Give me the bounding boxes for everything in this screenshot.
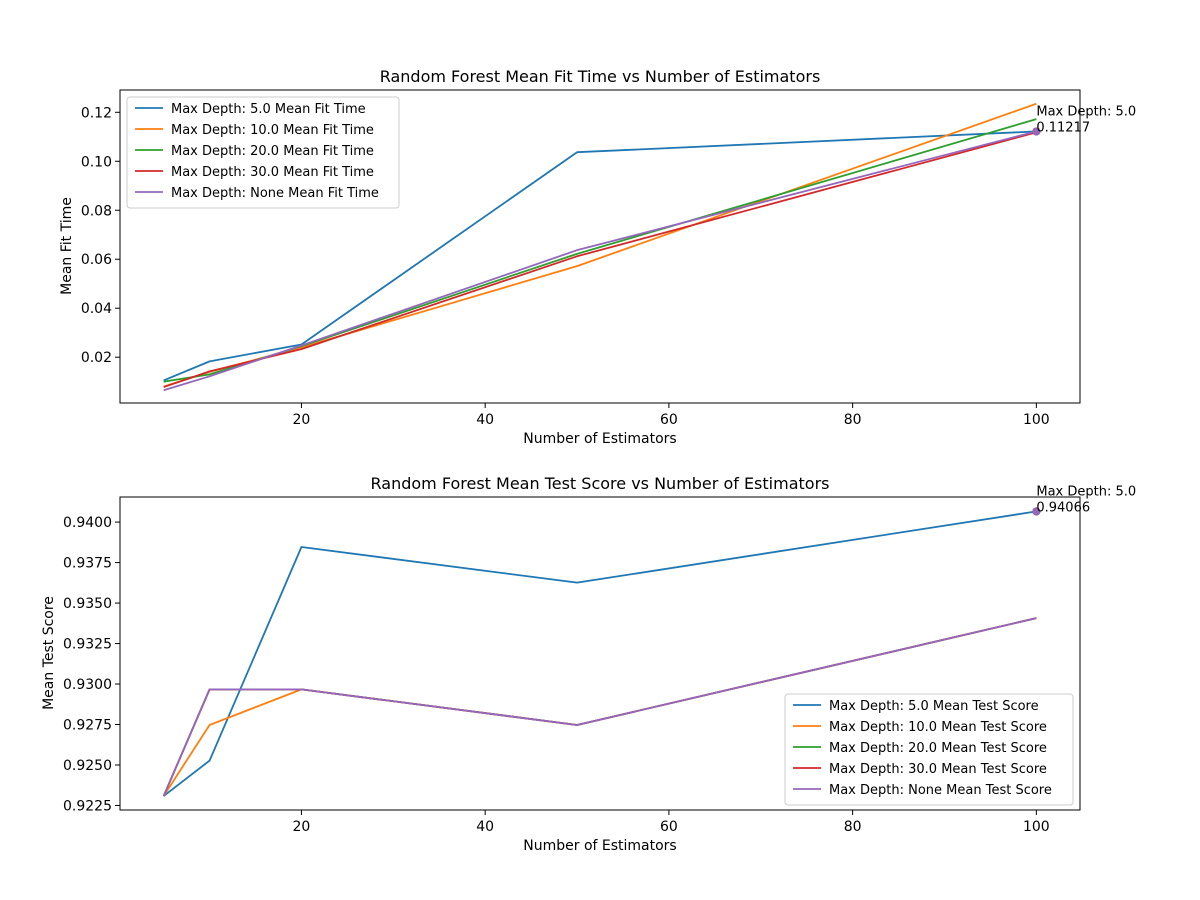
annotation-value: 0.11217 xyxy=(1036,120,1090,135)
legend-label: Max Depth: None Mean Fit Time xyxy=(171,186,379,201)
legend: Max Depth: 5.0 Mean Fit Time Max Depth: 1… xyxy=(126,96,400,209)
x-tick-label: 60 xyxy=(660,412,678,428)
x-tick-label: 100 xyxy=(1023,819,1050,835)
legend-box xyxy=(784,693,1074,806)
legend-label: Max Depth: 20.0 Mean Test Score xyxy=(829,741,1047,756)
legend-box xyxy=(126,96,400,209)
annotation-value: 0.94066 xyxy=(1036,500,1090,515)
plot-area: Max Depth: 5.00.94066 20 40 60 80 100 0.9225 0.… xyxy=(63,484,1136,835)
x-axis-label: Number of Estimators xyxy=(523,431,676,447)
y-tick-label: 0.08 xyxy=(81,203,112,219)
x-tick-label: 20 xyxy=(293,819,311,835)
x-tick-label: 40 xyxy=(476,819,494,835)
x-tick-label: 40 xyxy=(476,412,494,428)
y-tick-label: 0.02 xyxy=(81,350,112,366)
highlight-marker xyxy=(1032,507,1041,516)
annotation-label: Max Depth: 5.0 xyxy=(1036,484,1136,499)
series-line xyxy=(163,131,1037,388)
highlight-marker xyxy=(1032,127,1041,136)
legend-label: Max Depth: 5.0 Mean Fit Time xyxy=(171,102,366,117)
y-tick-label: 0.04 xyxy=(81,301,112,317)
y-tick-label: 0.9225 xyxy=(63,798,112,814)
x-tick-label: 20 xyxy=(293,412,311,428)
chart-title: Random Forest Mean Test Score vs Number … xyxy=(371,474,830,493)
axes-frame xyxy=(119,89,1081,404)
x-tick-label: 100 xyxy=(1023,412,1050,428)
x-axis-label: Number of Estimators xyxy=(523,838,676,854)
y-tick-label: 0.9250 xyxy=(63,758,112,774)
legend-label: Max Depth: None Mean Test Score xyxy=(829,783,1052,798)
series-line xyxy=(163,130,1037,382)
chart-title: Random Forest Mean Fit Time vs Number of… xyxy=(380,67,821,86)
series-line xyxy=(163,510,1037,797)
y-tick-label: 0.9300 xyxy=(63,677,112,693)
series-line xyxy=(162,617,1037,797)
y-axis-label: Mean Test Score xyxy=(41,596,57,710)
x-tick-label: 80 xyxy=(844,819,862,835)
legend-label: Max Depth: 20.0 Mean Fit Time xyxy=(171,144,374,159)
test-score-chart: Random Forest Mean Test Score vs Number … xyxy=(41,474,1136,854)
legend-label: Max Depth: 5.0 Mean Test Score xyxy=(829,699,1039,714)
y-tick-label: 0.06 xyxy=(81,252,112,268)
y-tick-label: 0.9350 xyxy=(63,596,112,612)
legend: Max Depth: 5.0 Mean Test Score Max Depth:… xyxy=(784,693,1074,806)
legend-label: Max Depth: 10.0 Mean Test Score xyxy=(829,720,1047,735)
y-tick-label: 0.9400 xyxy=(63,515,112,531)
y-tick-label: 0.9325 xyxy=(63,637,112,653)
x-tick-label: 80 xyxy=(844,412,862,428)
axes-frame xyxy=(119,496,1081,811)
annotation-label: Max Depth: 5.0 xyxy=(1036,104,1136,119)
legend-label: Max Depth: 30.0 Mean Fit Time xyxy=(171,165,374,180)
y-tick-label: 0.9375 xyxy=(63,556,112,572)
y-tick-label: 0.9275 xyxy=(63,718,112,734)
fit-time-chart: Random Forest Mean Fit Time vs Number of… xyxy=(59,67,1136,447)
legend-label: Max Depth: 10.0 Mean Fit Time xyxy=(171,123,374,138)
x-tick-label: 60 xyxy=(660,819,678,835)
y-tick-label: 0.12 xyxy=(81,105,112,121)
y-tick-label: 0.10 xyxy=(81,154,112,170)
legend-label: Max Depth: 30.0 Mean Test Score xyxy=(829,762,1047,777)
y-axis-label: Mean Fit Time xyxy=(59,197,75,295)
plot-area: Max Depth: 5.00.11217 20 40 60 80 100 0.02 0.04… xyxy=(81,89,1136,428)
series-line xyxy=(163,130,1037,392)
